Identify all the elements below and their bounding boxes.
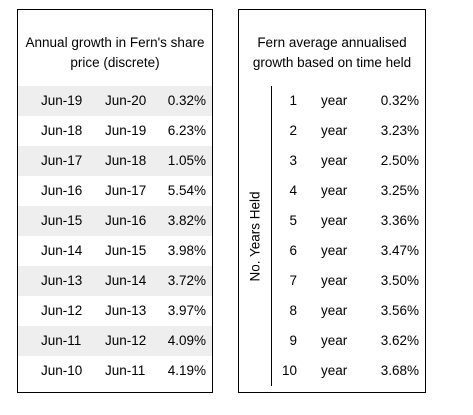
table-row: 5 year 3.36% [271,206,425,236]
growth-value: 3.25% [380,183,419,198]
table-row: Jun-14 Jun-15 3.98% [18,236,212,266]
table-row: 2 year 3.23% [271,116,425,146]
growth-value: 3.47% [380,243,419,258]
table-row: 3 year 2.50% [271,146,425,176]
years-held-value: 1 [289,93,297,108]
growth-value: 3.50% [380,273,419,288]
years-held-value: 8 [289,303,297,318]
period-start: Jun-19 [41,93,83,108]
table-row: 7 year 3.50% [271,266,425,296]
table-row: Jun-12 Jun-13 3.97% [18,296,212,326]
period-start: Jun-11 [41,333,82,348]
table-row: Jun-10 Jun-11 4.19% [18,356,212,386]
period-end: Jun-13 [105,303,147,318]
growth-value: 2.50% [380,153,419,168]
years-unit: year [321,213,348,228]
table-row: 4 year 3.25% [271,176,425,206]
growth-value: 4.19% [167,363,206,378]
period-start: Jun-15 [41,213,83,228]
growth-value: 0.32% [167,93,206,108]
table-row: 8 year 3.56% [271,296,425,326]
growth-value: 3.82% [167,213,206,228]
annualised-growth-rows: 1 year 0.32% 2 year 3.23% 3 year 2.50% 4… [271,86,425,386]
period-start: Jun-10 [41,363,83,378]
period-end: Jun-20 [105,93,147,108]
table-row: Jun-13 Jun-14 3.72% [18,266,212,296]
period-end: Jun-16 [105,213,147,228]
growth-value: 3.68% [380,363,419,378]
period-start: Jun-13 [41,273,83,288]
years-unit: year [321,153,348,168]
years-unit: year [321,303,348,318]
years-held-value: 6 [289,243,297,258]
period-end: Jun-11 [105,363,146,378]
years-held-value: 2 [289,123,297,138]
table-row: 1 year 0.32% [271,86,425,116]
years-held-label: No. Years Held [247,190,263,282]
years-held-value: 3 [289,153,297,168]
years-unit: year [321,273,348,288]
growth-value: 3.23% [380,123,419,138]
years-unit: year [321,93,348,108]
growth-value: 3.36% [380,213,419,228]
table-row: Jun-19 Jun-20 0.32% [18,86,212,116]
growth-value: 5.54% [167,183,206,198]
period-end: Jun-19 [105,123,147,138]
years-unit: year [321,123,348,138]
growth-value: 0.32% [380,93,419,108]
years-unit: year [321,243,348,258]
period-start: Jun-18 [41,123,83,138]
table-row: Jun-15 Jun-16 3.82% [18,206,212,236]
growth-value: 1.05% [167,153,206,168]
growth-value: 3.72% [167,273,206,288]
growth-value: 3.56% [380,303,419,318]
years-unit: year [321,183,348,198]
period-end: Jun-12 [105,333,147,348]
period-end: Jun-14 [105,273,147,288]
years-unit: year [321,363,348,378]
years-held-value: 7 [289,273,297,288]
table-row: Jun-16 Jun-17 5.54% [18,176,212,206]
table-row: Jun-11 Jun-12 4.09% [18,326,212,356]
period-start: Jun-12 [41,303,83,318]
table-row: Jun-17 Jun-18 1.05% [18,146,212,176]
period-start: Jun-16 [41,183,83,198]
period-start: Jun-14 [41,243,83,258]
growth-value: 4.09% [167,333,206,348]
period-end: Jun-17 [105,183,147,198]
annual-growth-rows: Jun-19 Jun-20 0.32% Jun-18 Jun-19 6.23% … [18,86,212,386]
period-end: Jun-18 [105,153,147,168]
years-held-label-container: No. Years Held [239,86,271,386]
years-held-value: 10 [281,363,297,378]
years-unit: year [321,333,348,348]
years-held-value: 9 [289,333,297,348]
column-divider [271,86,272,386]
growth-value: 3.97% [167,303,206,318]
period-end: Jun-15 [105,243,147,258]
years-held-value: 5 [289,213,297,228]
annual-growth-table: Annual growth in Fern's share price (dis… [17,9,213,393]
period-start: Jun-17 [41,153,83,168]
annualised-growth-table: Fern average annualised growth based on … [238,9,426,393]
table-row: 9 year 3.62% [271,326,425,356]
annualised-growth-title: Fern average annualised growth based on … [252,35,412,70]
years-held-value: 4 [289,183,297,198]
annual-growth-title: Annual growth in Fern's share price (dis… [25,35,205,70]
growth-value: 3.62% [380,333,419,348]
table-row: 10 year 3.68% [271,356,425,386]
growth-value: 6.23% [167,123,206,138]
table-row: Jun-18 Jun-19 6.23% [18,116,212,146]
growth-value: 3.98% [167,243,206,258]
table-row: 6 year 3.47% [271,236,425,266]
